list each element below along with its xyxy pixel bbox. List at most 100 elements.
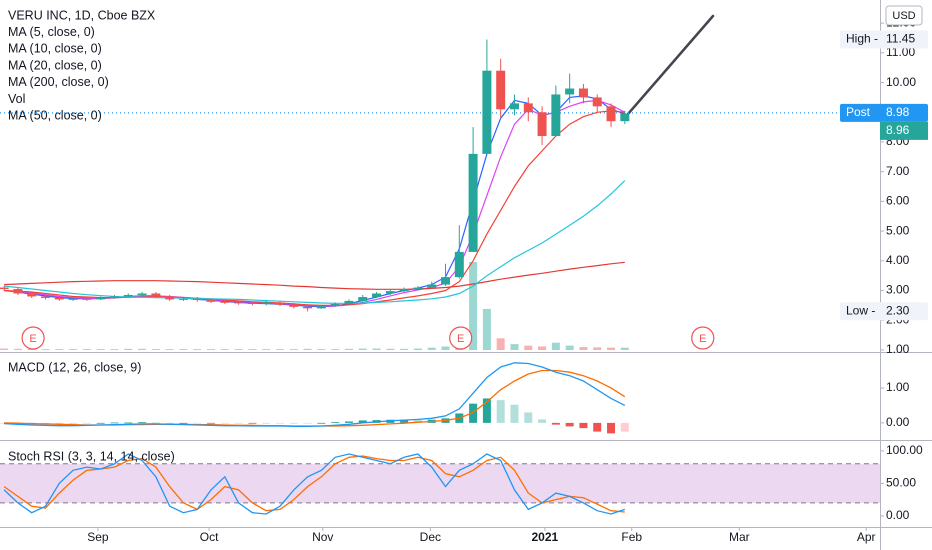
last-box bbox=[880, 121, 928, 140]
macd-histogram-bar bbox=[303, 422, 312, 424]
volume-bar bbox=[110, 349, 119, 350]
last-value: 8.96 bbox=[886, 123, 910, 137]
y-tick-label: 5.00 bbox=[886, 223, 910, 237]
y-tick-label: 6.00 bbox=[886, 194, 910, 208]
volume-bar bbox=[248, 349, 257, 350]
candle-body bbox=[206, 300, 216, 302]
volume-bar bbox=[276, 349, 284, 350]
candle-body bbox=[27, 293, 37, 297]
macd-histogram-bar bbox=[496, 400, 505, 423]
macd-histogram-bar bbox=[165, 422, 174, 424]
volume-bar bbox=[358, 348, 367, 350]
y-tick-label: 7.00 bbox=[886, 164, 910, 178]
legend-entry: MA (10, close, 0) bbox=[8, 42, 102, 56]
volume-bar bbox=[55, 349, 64, 350]
macd-histogram-bar bbox=[179, 422, 188, 424]
macd-histogram-bar bbox=[510, 404, 519, 423]
post-value: 8.98 bbox=[886, 105, 910, 119]
volume-bar bbox=[179, 349, 188, 350]
candle-body bbox=[454, 251, 464, 278]
volume-bar bbox=[220, 349, 229, 350]
volume-bar bbox=[579, 347, 588, 350]
macd-histogram-bar bbox=[524, 412, 533, 423]
volume-bar bbox=[565, 345, 574, 350]
candle-body bbox=[385, 291, 395, 294]
candle-body bbox=[427, 284, 437, 288]
candle-body bbox=[509, 103, 519, 110]
candle-body bbox=[565, 88, 575, 95]
candle-body bbox=[523, 103, 533, 113]
macd-histogram-bar bbox=[193, 422, 202, 424]
volume-bar bbox=[303, 348, 312, 350]
earnings-label: E bbox=[457, 333, 464, 345]
candle-body bbox=[96, 297, 106, 300]
candle-body bbox=[234, 302, 244, 304]
legend-entry: MA (20, close, 0) bbox=[8, 58, 102, 72]
volume-bar bbox=[593, 347, 602, 350]
trend-drawing[interactable] bbox=[626, 14, 715, 116]
x-tick-label: Nov bbox=[312, 530, 333, 544]
candle-body bbox=[482, 70, 492, 154]
currency-label: USD bbox=[892, 10, 915, 22]
post-label: Post bbox=[846, 105, 871, 119]
macd-histogram-bar bbox=[82, 422, 91, 424]
volume-bar bbox=[551, 342, 560, 350]
volume-bar bbox=[620, 347, 629, 350]
volume-bar bbox=[41, 349, 50, 350]
candle-body bbox=[316, 305, 326, 309]
volume-bar bbox=[151, 349, 160, 350]
macd-histogram-bar bbox=[55, 422, 64, 425]
volume-bar bbox=[413, 348, 422, 350]
volume-bar bbox=[96, 349, 105, 350]
candle-body bbox=[620, 113, 630, 122]
pane-title: MACD (12, 26, close, 9) bbox=[8, 360, 141, 374]
macd-histogram-bar bbox=[607, 422, 616, 434]
x-tick-label: Sep bbox=[87, 530, 109, 544]
macd-histogram-bar bbox=[207, 422, 216, 424]
x-tick-label: Feb bbox=[621, 530, 642, 544]
volume-bar bbox=[524, 345, 533, 350]
macd-histogram-bar bbox=[220, 422, 229, 424]
earnings-label: E bbox=[699, 333, 706, 345]
macd-histogram-bar bbox=[151, 422, 160, 424]
volume-bar bbox=[469, 262, 478, 350]
earnings-marker bbox=[21, 326, 45, 350]
candle-body bbox=[41, 296, 51, 298]
macd-histogram-bar bbox=[400, 419, 409, 423]
low_marker-value: 2.30 bbox=[886, 303, 910, 317]
volume-bar bbox=[496, 338, 505, 350]
candle-body bbox=[551, 94, 561, 137]
candle-body bbox=[275, 302, 285, 305]
candle-body bbox=[123, 294, 133, 297]
volume-bar bbox=[138, 348, 147, 350]
candle-body bbox=[372, 293, 382, 298]
candle-body bbox=[0, 287, 9, 290]
macd-histogram-bar bbox=[358, 420, 367, 423]
volume-bar bbox=[289, 349, 298, 350]
candle-body bbox=[137, 293, 147, 295]
macd-histogram-bar bbox=[138, 422, 147, 423]
volume-bar bbox=[331, 349, 340, 350]
candle-body bbox=[330, 303, 340, 306]
candle-body bbox=[261, 302, 271, 304]
candle-body bbox=[178, 298, 188, 300]
candle-body bbox=[358, 297, 368, 301]
legend-entry: MA (200, close, 0) bbox=[8, 75, 109, 89]
candle-body bbox=[578, 88, 588, 98]
candle-body bbox=[592, 97, 602, 107]
volume-bar bbox=[510, 344, 519, 350]
macd-histogram-bar bbox=[413, 420, 422, 423]
macd-histogram-bar bbox=[469, 403, 478, 423]
volume-bar bbox=[538, 346, 547, 350]
pane-0 bbox=[0, 39, 880, 350]
macd-histogram-bar bbox=[593, 422, 602, 432]
candle-body bbox=[247, 302, 257, 304]
candle-body bbox=[303, 306, 313, 309]
legend-entry: MA (5, close, 0) bbox=[8, 25, 95, 39]
y-tick-label: 1.00 bbox=[886, 342, 910, 356]
macd-line bbox=[4, 362, 626, 428]
macd-histogram-bar bbox=[620, 422, 629, 432]
candle-body bbox=[399, 289, 409, 292]
macd-histogram-bar bbox=[234, 422, 243, 424]
